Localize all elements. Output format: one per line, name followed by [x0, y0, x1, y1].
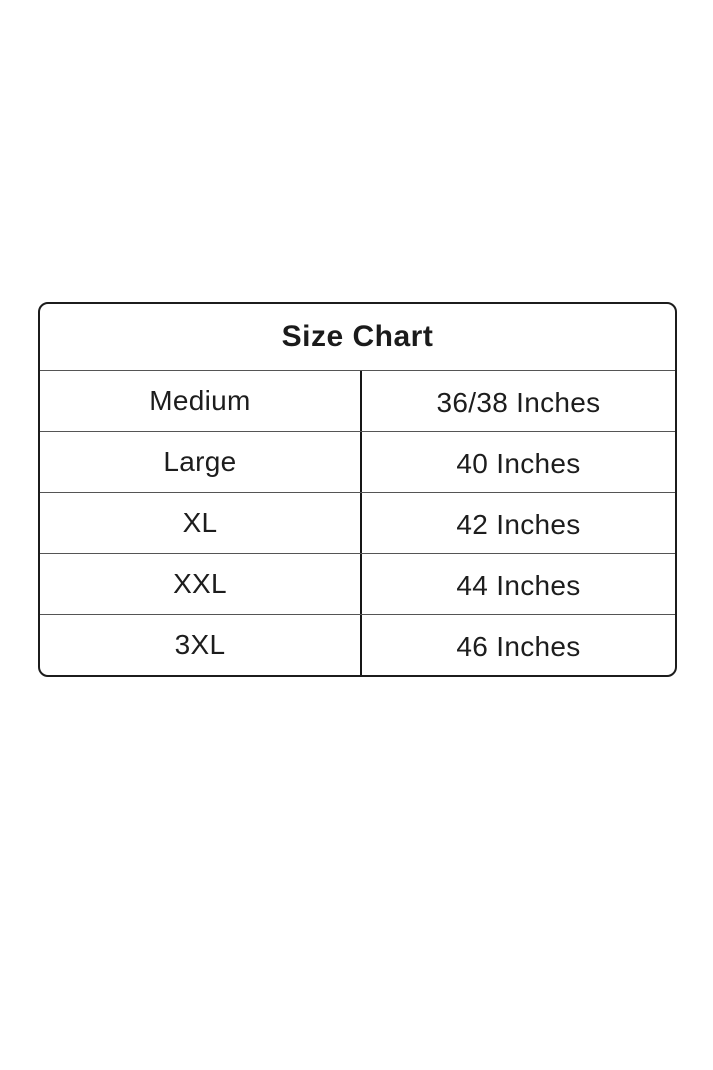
- size-chart-table: Size Chart Medium 36/38 Inches Large 40 …: [38, 302, 677, 677]
- table-row: 3XL 46 Inches: [40, 614, 675, 675]
- table-row: Large 40 Inches: [40, 431, 675, 492]
- measurement-cell: 46 Inches: [359, 615, 675, 675]
- measurement-cell: 44 Inches: [359, 554, 675, 614]
- measurement-cell: 36/38 Inches: [359, 371, 675, 431]
- measurement-cell: 42 Inches: [359, 493, 675, 553]
- size-cell: Medium: [149, 385, 251, 416]
- measurement-cell: 40 Inches: [359, 432, 675, 492]
- table-row: XL 42 Inches: [40, 492, 675, 553]
- size-cell: 3XL: [174, 629, 226, 660]
- table-row: XXL 44 Inches: [40, 553, 675, 614]
- size-cell: XL: [182, 507, 218, 538]
- size-cell: Large: [163, 446, 237, 477]
- table-row: Medium 36/38 Inches: [40, 370, 675, 431]
- size-cell: XXL: [173, 568, 227, 599]
- size-chart-title: Size Chart: [281, 320, 434, 353]
